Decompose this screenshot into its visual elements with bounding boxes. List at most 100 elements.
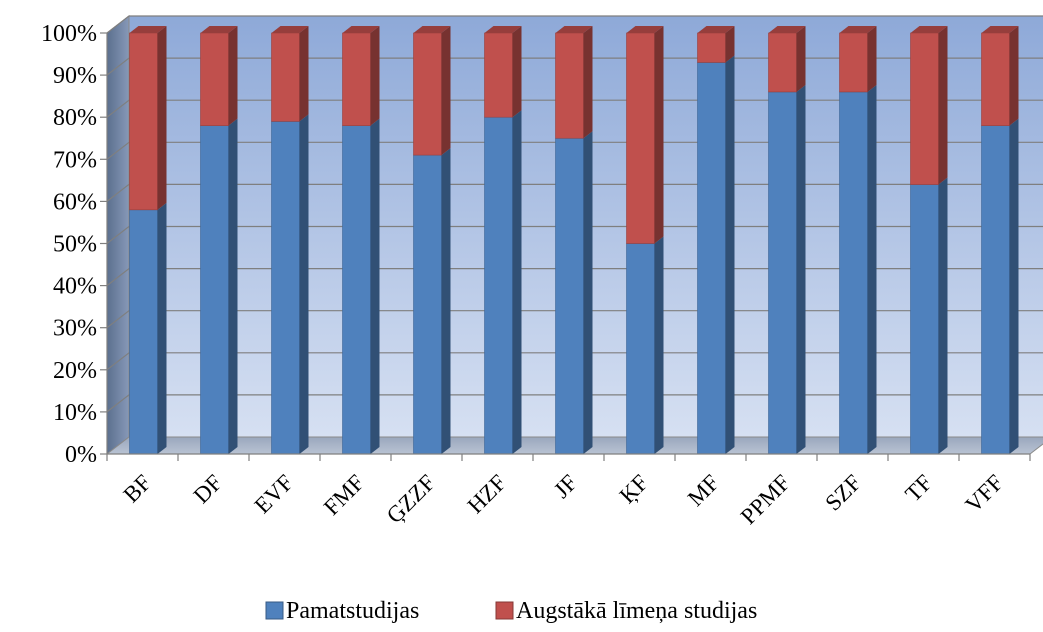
y-tick-label: 70% bbox=[53, 147, 97, 173]
gridline bbox=[106, 15, 1043, 34]
bar-front bbox=[271, 32, 300, 122]
bar-segment bbox=[484, 110, 522, 455]
x-tick-label: MF bbox=[683, 470, 724, 511]
bar-top bbox=[271, 26, 309, 33]
legend-item: Pamatstudijas bbox=[265, 598, 419, 624]
bar-side bbox=[512, 26, 522, 118]
bar-side bbox=[796, 26, 806, 92]
bar-side bbox=[725, 55, 735, 454]
x-tick-label: HZF bbox=[463, 470, 511, 518]
bar-front bbox=[981, 125, 1010, 455]
bar-side bbox=[441, 148, 451, 454]
bar-stack bbox=[910, 26, 948, 455]
x-tick-label: BF bbox=[118, 470, 156, 508]
bar-front bbox=[626, 243, 655, 455]
bar-stack bbox=[697, 26, 735, 455]
legend-swatch bbox=[495, 601, 514, 620]
bar-front bbox=[200, 32, 229, 126]
bar-side bbox=[370, 26, 380, 126]
bar-segment bbox=[768, 26, 806, 93]
y-tick-label: 10% bbox=[53, 400, 97, 426]
bar-segment bbox=[271, 26, 309, 122]
bar-stack bbox=[413, 26, 451, 455]
bar-side bbox=[299, 26, 309, 122]
x-tick-label: ĶF bbox=[615, 470, 654, 509]
bar-front bbox=[981, 32, 1010, 126]
bar-side bbox=[583, 131, 593, 454]
bars bbox=[129, 26, 1019, 455]
bar-front bbox=[484, 116, 513, 455]
bar-segment bbox=[555, 26, 593, 139]
x-axis: BF DF EVF FMF ĢZZF HZF JF ĶF MF PPMF SZF TF VFF bbox=[106, 453, 1031, 529]
y-tick-label: 90% bbox=[53, 63, 97, 89]
bar-stack bbox=[271, 26, 309, 455]
bar-front bbox=[839, 91, 868, 455]
bar-stack bbox=[981, 26, 1019, 455]
bar-segment bbox=[981, 26, 1019, 126]
bar-side bbox=[1009, 26, 1019, 126]
gridline bbox=[106, 268, 1043, 287]
bar-segment bbox=[910, 177, 948, 455]
y-tick-label: 30% bbox=[53, 316, 97, 342]
bar-front bbox=[626, 32, 655, 244]
bar-stack bbox=[768, 26, 806, 455]
bar-stack bbox=[129, 26, 167, 455]
bar-side bbox=[867, 26, 877, 92]
gridline bbox=[106, 99, 1043, 118]
bar-front bbox=[839, 32, 868, 93]
x-tick-label: JF bbox=[549, 470, 582, 503]
bar-segment bbox=[697, 26, 735, 63]
legend-swatch bbox=[265, 601, 284, 620]
bar-front bbox=[129, 209, 158, 455]
bar-segment bbox=[200, 26, 238, 126]
bar-segment bbox=[200, 118, 238, 455]
x-tick-label: SZF bbox=[820, 470, 866, 516]
bar-front bbox=[342, 125, 371, 455]
bar-front bbox=[342, 32, 371, 126]
bar-segment bbox=[839, 26, 877, 93]
bar-side bbox=[157, 26, 167, 210]
y-tick-label: 60% bbox=[53, 189, 97, 215]
bar-segment bbox=[626, 236, 664, 455]
bar-side bbox=[938, 177, 948, 454]
y-axis: 0% 10% 20% 30% 40% 50% 60% 70% 80% 90% 100% bbox=[41, 21, 108, 468]
bar-front bbox=[413, 32, 442, 156]
y-tick-label: 80% bbox=[53, 105, 97, 131]
bar-segment bbox=[129, 202, 167, 455]
bar-front bbox=[910, 32, 939, 185]
bar-front bbox=[768, 32, 797, 93]
bar-top bbox=[129, 26, 167, 33]
gridline bbox=[106, 57, 1043, 76]
bar-segment bbox=[839, 84, 877, 455]
bar-side bbox=[938, 26, 948, 185]
gridline bbox=[106, 310, 1043, 329]
bar-top bbox=[555, 26, 593, 33]
bar-segment bbox=[342, 26, 380, 126]
bar-front bbox=[697, 32, 726, 63]
bar-segment bbox=[413, 26, 451, 156]
gridline bbox=[106, 352, 1043, 371]
bar-side bbox=[654, 26, 664, 244]
bar-segment bbox=[768, 84, 806, 455]
gridline bbox=[106, 141, 1043, 160]
bar-front bbox=[555, 137, 584, 455]
bar-segment bbox=[555, 131, 593, 455]
bar-top bbox=[839, 26, 877, 33]
bar-side bbox=[228, 118, 238, 455]
bar-segment bbox=[484, 26, 522, 118]
bar-top bbox=[413, 26, 451, 33]
bar-stack bbox=[839, 26, 877, 455]
bar-top bbox=[626, 26, 664, 33]
x-tick-label: TF bbox=[900, 470, 937, 507]
bar-segment bbox=[697, 55, 735, 455]
x-tick-label: ĢZZF bbox=[382, 470, 440, 528]
bar-front bbox=[555, 32, 584, 139]
bar-top bbox=[484, 26, 522, 33]
bar-front bbox=[768, 91, 797, 455]
bar-segment bbox=[626, 26, 664, 244]
x-tick-label: EVF bbox=[250, 470, 298, 518]
gridline bbox=[106, 183, 1043, 202]
bar-segment bbox=[910, 26, 948, 185]
